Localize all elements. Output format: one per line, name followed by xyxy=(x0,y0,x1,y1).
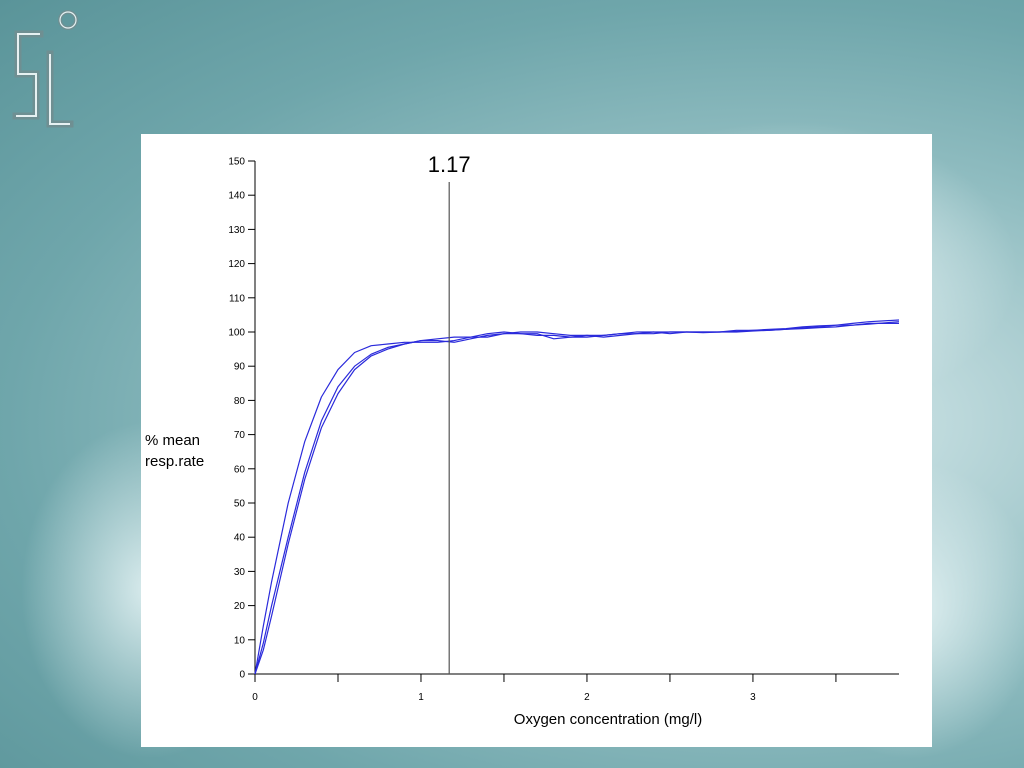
x-tick-label: 0 xyxy=(252,692,258,703)
y-tick-label: 50 xyxy=(234,499,246,510)
y-tick-label: 10 xyxy=(234,635,246,646)
x-axis: 0 1 2 3 xyxy=(252,673,899,703)
y-tick-label: 140 xyxy=(228,191,245,202)
y-tick-label: 60 xyxy=(234,464,246,475)
y-tick-label: 90 xyxy=(234,362,246,373)
y-tick-label: 120 xyxy=(228,259,245,270)
y-axis: 0 10 20 30 40 50 60 70 80 90 100 110 120 130 140 150 xyxy=(228,157,256,681)
y-tick-label: 150 xyxy=(228,157,245,168)
y-tick-label: 110 xyxy=(229,293,245,304)
y-tick-label: 130 xyxy=(228,225,245,236)
y-tick-label: 30 xyxy=(234,567,246,578)
y-tick-label: 80 xyxy=(234,396,246,407)
y-axis-title-line-2: resp.rate xyxy=(145,453,204,470)
series-line-2 xyxy=(254,319,900,675)
x-tick-label: 1 xyxy=(418,692,424,703)
respiration-chart: 0 10 20 30 40 50 60 70 80 90 100 110 120 130 140 150 0 1… xyxy=(145,152,900,728)
y-tick-label: 70 xyxy=(234,430,246,441)
series-line-3 xyxy=(254,322,899,675)
chart-panel: 0 10 20 30 40 50 60 70 80 90 100 110 120 130 140 150 0 1… xyxy=(141,134,932,747)
y-tick-label: 40 xyxy=(234,533,246,544)
x-tick-label: 3 xyxy=(750,692,756,703)
y-tick-label: 100 xyxy=(228,328,245,339)
series-layer xyxy=(254,319,900,675)
reference-line-label: 1.17 xyxy=(428,152,471,177)
y-axis-title-line-1: % mean xyxy=(145,432,200,449)
y-tick-label: 0 xyxy=(239,670,245,681)
x-axis-title: Oxygen concentration (mg/l) xyxy=(514,711,702,728)
y-tick-label: 20 xyxy=(234,601,246,612)
reference-line-group: 1.17 xyxy=(428,152,471,674)
company-logo xyxy=(12,10,78,128)
x-tick-label: 2 xyxy=(584,692,590,703)
